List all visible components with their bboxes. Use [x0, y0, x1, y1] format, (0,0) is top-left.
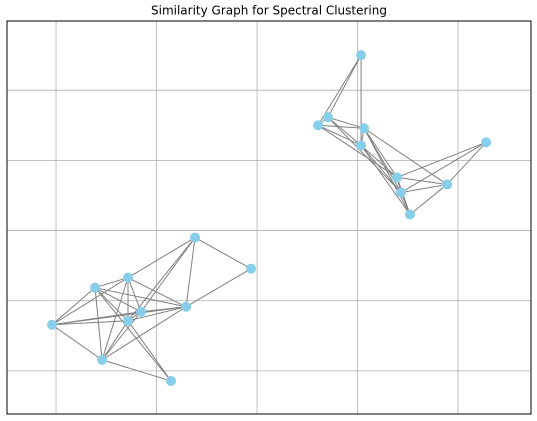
- edge: [363, 127, 448, 185]
- edge: [400, 183, 448, 193]
- edge: [94, 277, 129, 289]
- edge: [327, 54, 362, 118]
- edge: [318, 124, 365, 129]
- node: [166, 375, 177, 386]
- node: [313, 120, 324, 131]
- node: [481, 137, 492, 148]
- edge: [51, 277, 129, 326]
- chart-title: Similarity Graph for Spectral Clustering: [151, 4, 387, 18]
- edge: [127, 306, 187, 322]
- edge: [327, 116, 402, 193]
- edge: [360, 145, 402, 193]
- node: [442, 179, 453, 190]
- node: [90, 282, 101, 293]
- edge: [363, 128, 411, 215]
- edge: [194, 237, 252, 270]
- edge: [101, 306, 187, 361]
- plot-frame: [6, 20, 532, 415]
- edge: [94, 287, 187, 308]
- edge: [94, 287, 142, 313]
- edge: [94, 287, 129, 322]
- edge: [317, 124, 362, 146]
- edge: [185, 268, 252, 308]
- edge: [360, 144, 398, 178]
- edge: [185, 237, 196, 307]
- node: [359, 123, 370, 134]
- node: [356, 140, 367, 151]
- edge: [141, 306, 187, 313]
- edge: [51, 320, 129, 326]
- edge: [400, 141, 487, 193]
- node: [356, 50, 367, 61]
- node: [181, 301, 192, 312]
- node: [136, 306, 147, 317]
- edge: [127, 237, 196, 322]
- node: [47, 319, 58, 330]
- edge: [396, 141, 487, 178]
- edge: [127, 237, 196, 279]
- node: [190, 232, 201, 243]
- edge: [127, 320, 172, 382]
- edge: [360, 145, 411, 215]
- edge: [327, 116, 362, 146]
- edge: [51, 287, 96, 326]
- node: [246, 263, 257, 274]
- node: [97, 354, 108, 365]
- edge: [396, 176, 448, 185]
- edge: [140, 237, 196, 313]
- edge: [94, 287, 103, 360]
- edge: [363, 128, 398, 178]
- node: [404, 209, 415, 220]
- node: [123, 315, 134, 326]
- edge: [127, 277, 187, 308]
- edge: [101, 359, 172, 382]
- node: [123, 272, 134, 283]
- edge: [327, 116, 365, 129]
- edge: [101, 277, 129, 361]
- edge: [409, 184, 448, 215]
- node: [322, 112, 333, 123]
- edge: [101, 320, 129, 361]
- edge: [51, 324, 103, 361]
- edge: [446, 141, 487, 185]
- edge: [317, 124, 398, 178]
- edge: [127, 277, 142, 312]
- edge: [51, 311, 142, 326]
- edge: [94, 287, 172, 382]
- edge: [101, 311, 142, 361]
- node: [396, 187, 407, 198]
- node: [392, 172, 403, 183]
